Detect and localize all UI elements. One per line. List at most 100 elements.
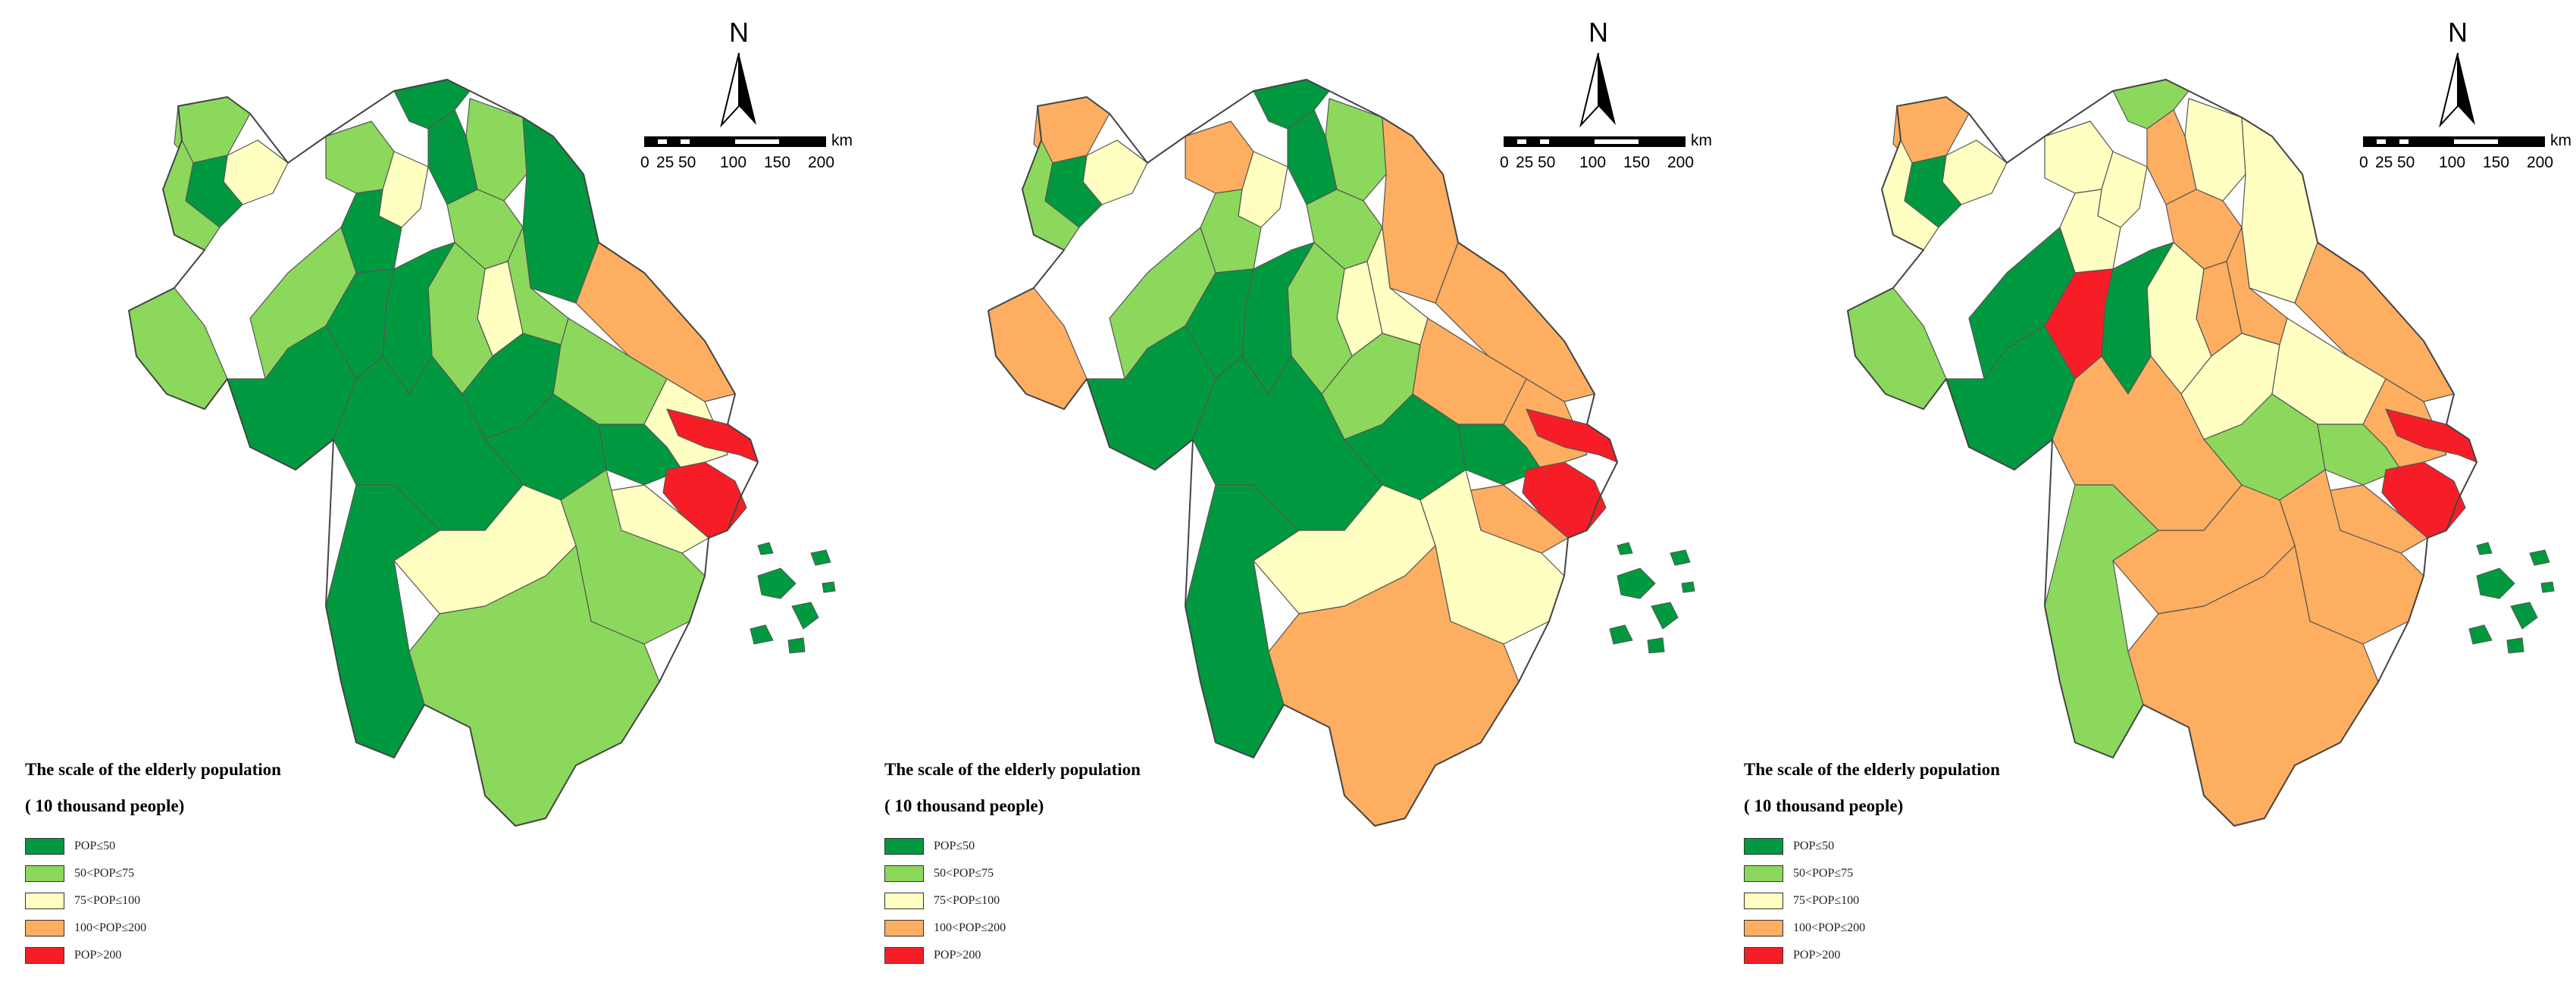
map-region	[227, 325, 357, 471]
island	[791, 602, 819, 630]
legend-swatch	[1744, 947, 1783, 964]
map-region	[1945, 325, 2076, 471]
legend-swatch	[884, 865, 924, 882]
legend-item: POP≤50	[884, 833, 1141, 860]
island	[2476, 568, 2515, 599]
island	[1617, 542, 1633, 555]
legend-subtitle: ( 10 thousand people)	[1744, 796, 1904, 815]
island	[1670, 549, 1691, 566]
scale-tick-label: 100	[2439, 154, 2466, 171]
legend-item: 100<POP≤200	[25, 915, 281, 942]
legend-swatch	[1744, 893, 1783, 909]
island	[2506, 637, 2524, 654]
scale-tick-label: 0	[640, 154, 649, 171]
legend-item: 75<POP≤100	[884, 887, 1141, 915]
scale-tick-label: 0	[1500, 154, 1509, 171]
scale-unit: km	[831, 132, 853, 149]
map-region	[1185, 120, 1254, 194]
island	[810, 549, 831, 566]
map-region	[988, 287, 1088, 410]
region-outline	[988, 79, 1618, 827]
legend-title: The scale of the elderly population	[25, 760, 281, 779]
scale-tick-label: 200	[808, 154, 835, 171]
legend-label: 75<POP≤100	[74, 894, 141, 907]
legend-swatch	[884, 947, 924, 964]
scale-tick-label: 50	[2397, 154, 2415, 171]
legend-label: POP≤50	[1793, 840, 1835, 852]
legend-swatch	[884, 920, 924, 937]
legend-subtitle: ( 10 thousand people)	[884, 796, 1044, 815]
scale-tick-label: 25	[656, 154, 675, 171]
legend-label: 50<POP≤75	[934, 867, 994, 880]
scale-tick-label: 200	[1667, 154, 1695, 171]
island	[2476, 542, 2493, 555]
legend-label: 75<POP≤100	[934, 894, 1000, 907]
legend-label: POP>200	[1793, 949, 1841, 962]
map-region	[2044, 484, 2159, 758]
legend-label: POP>200	[934, 949, 981, 962]
island	[2540, 581, 2555, 593]
legend-swatch	[25, 838, 64, 855]
island	[787, 637, 806, 654]
legend-swatch	[25, 947, 64, 964]
map-region	[1044, 155, 1103, 228]
legend-label: 50<POP≤75	[1793, 867, 1854, 880]
legend-label: 100<POP≤200	[934, 921, 1006, 934]
scale-tick-label: 150	[764, 154, 791, 171]
island	[1647, 637, 1665, 654]
north-label: N	[1588, 17, 1608, 48]
legend-swatch	[1744, 920, 1783, 937]
scale-tick-label: 50	[678, 154, 696, 171]
scale-tick-label: 0	[2359, 154, 2368, 171]
legend-title: The scale of the elderly population	[884, 760, 1141, 779]
island	[750, 624, 774, 645]
island	[757, 542, 774, 555]
legend-label: 100<POP≤200	[74, 921, 147, 934]
legend-item: POP≤50	[1744, 833, 2000, 860]
north-arrow-icon	[2439, 52, 2475, 128]
legend: The scale of the elderly population ( 10 …	[884, 760, 1141, 969]
scale-bar	[2363, 136, 2545, 147]
island	[757, 568, 797, 599]
legend: The scale of the elderly population ( 10 …	[25, 760, 281, 969]
map-region	[1847, 287, 1947, 410]
legend-item: 100<POP≤200	[1744, 915, 2000, 942]
map-region	[1086, 325, 1216, 471]
legend-label: 100<POP≤200	[1793, 921, 1866, 934]
region-outline	[1847, 79, 2477, 827]
legend-item: POP>200	[25, 942, 281, 969]
scale-bar	[1504, 136, 1686, 147]
scale-tick-label: 150	[2483, 154, 2510, 171]
legend-swatch	[884, 838, 924, 855]
legend-item: 50<POP≤75	[884, 860, 1141, 887]
choropleth-map	[128, 52, 836, 827]
choropleth-map	[1847, 52, 2555, 827]
map-panel-2: N 0 25 50 100 150 200 km The scale of the elderl…	[859, 0, 1716, 985]
scale-tick-label: 25	[1516, 154, 1534, 171]
scale-tick-label: 50	[1538, 154, 1556, 171]
legend-item: 50<POP≤75	[25, 860, 281, 887]
north-arrow-icon	[1579, 52, 1616, 128]
legend-label: 50<POP≤75	[74, 867, 135, 880]
legend-item: 50<POP≤75	[1744, 860, 2000, 887]
scale-tick-label: 25	[2375, 154, 2393, 171]
legend-item: 100<POP≤200	[884, 915, 1141, 942]
island	[1609, 624, 1633, 645]
map-panel-1: N 0 25 50 100 150 200 km The scale of the elderl…	[0, 0, 856, 985]
island	[2468, 624, 2493, 645]
map-region	[185, 155, 243, 228]
map-region	[1185, 484, 1300, 758]
scale-tick-label: 200	[2527, 154, 2554, 171]
legend-label: 75<POP≤100	[1793, 894, 1860, 907]
legend-item: 75<POP≤100	[1744, 887, 2000, 915]
legend-label: POP≤50	[74, 840, 116, 852]
legend-item: POP≤50	[25, 833, 281, 860]
map-region	[1904, 155, 1962, 228]
legend-swatch	[884, 893, 924, 909]
island	[1681, 581, 1695, 593]
north-label: N	[2448, 17, 2468, 48]
map-panel-3: N 0 25 50 100 150 200 km The scale of the elderl…	[1719, 0, 2575, 985]
map-region	[128, 287, 228, 410]
scale-bar	[644, 136, 826, 147]
legend-swatch	[25, 893, 64, 909]
